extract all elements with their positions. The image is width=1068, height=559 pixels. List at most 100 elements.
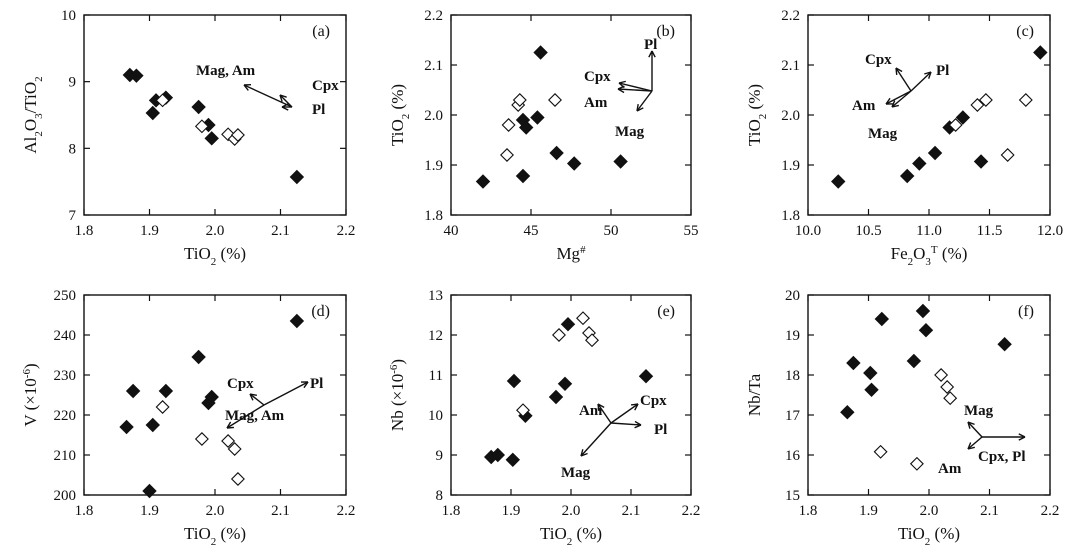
- vector-arrow-cpx-head: [895, 67, 903, 76]
- filled-diamond-point: [204, 131, 219, 146]
- x-axis-label-main: TiO: [898, 524, 925, 543]
- y-axis-label: V (×10-6): [21, 363, 40, 426]
- vector-label-pl: Pl: [644, 37, 657, 53]
- filled-diamond-point: [533, 45, 548, 60]
- filled-diamond-point: [846, 355, 861, 371]
- y-tick-label: 2.0: [424, 108, 443, 124]
- y-axis-label: TiO2 (%): [745, 84, 769, 146]
- y-axis-label-tail: (%): [388, 84, 407, 114]
- filled-diamond-point: [191, 99, 206, 115]
- x-tick-label: 11.5: [977, 223, 1003, 239]
- panel-label: (f): [1018, 303, 1034, 320]
- open-diamond-point: [909, 456, 924, 471]
- open-diamond-point: [576, 311, 590, 326]
- vector-arrow-pl-head: [300, 381, 309, 389]
- filled-diamond-point: [840, 404, 855, 420]
- y-axis-label: Nb (×10-6): [388, 359, 407, 431]
- x-tick-label: 45: [524, 223, 539, 239]
- panel-label: (c): [1016, 23, 1034, 40]
- open-diamond-point: [940, 380, 955, 394]
- vector-label-pl: Pl: [312, 102, 325, 118]
- y-tick-label: 2.0: [781, 108, 800, 124]
- panel-b: 40 45 50 55 1.8 1.9 2.0 2.1 2.2 Mg# TiO2 (%) (b)Pl C…: [388, 8, 699, 263]
- panel-label: (a): [312, 23, 330, 40]
- y-axis-label-tail: ): [21, 363, 40, 369]
- filled-diamond-point: [119, 419, 134, 435]
- panel-label: (e): [657, 303, 675, 320]
- vector-arrow-am-head: [967, 442, 975, 450]
- vector-label-mag: Mag: [868, 126, 898, 142]
- vector-label-mag: Mag: [561, 465, 591, 481]
- x-tick-label: 1.8: [75, 223, 94, 239]
- vector-arrow-am-head: [885, 97, 894, 105]
- x-axis-label: TiO2 (%): [184, 524, 246, 548]
- vector-arrow-pl-head: [648, 50, 656, 58]
- filled-diamond-point: [863, 365, 878, 381]
- vector-label-am: Am: [579, 403, 603, 419]
- vector-arrow-pl: [610, 422, 642, 426]
- y-axis-label-main: TiO: [388, 119, 407, 146]
- vector-arrow-cpx-head: [249, 393, 258, 401]
- filled-diamond-point: [145, 105, 160, 121]
- x-axis-label: TiO2 (%): [184, 244, 246, 268]
- x-axis-label-tail: (%): [216, 244, 246, 263]
- x-tick-label: 2.1: [271, 223, 290, 239]
- x-axis-label-mid: O: [913, 244, 925, 263]
- x-axis-label-main: TiO: [184, 524, 211, 543]
- y-tick-label: 8: [69, 141, 77, 157]
- open-diamond-point: [500, 148, 514, 162]
- filled-diamond-point: [955, 110, 971, 125]
- y-axis-label: Al2O3/TiO2: [21, 76, 45, 153]
- vector-arrow-cpx-head: [279, 94, 287, 102]
- y-axis-label-sub: 3: [33, 113, 45, 119]
- y-tick-label: 11: [429, 368, 443, 384]
- x-tick-label: 10.5: [855, 223, 881, 239]
- filled-diamond-point: [927, 145, 943, 161]
- filled-diamond-point: [1033, 45, 1048, 60]
- vector-arrow-mag-head: [580, 449, 588, 457]
- x-tick-label: 2.0: [206, 223, 225, 239]
- open-diamond-point: [194, 119, 209, 134]
- vector-arrow-mag-am: [226, 404, 265, 429]
- y-axis-label-sub: 2: [33, 76, 45, 82]
- x-tick-label: 1.9: [502, 503, 521, 519]
- filled-diamond-point: [557, 376, 573, 392]
- filled-diamond-point: [125, 383, 141, 399]
- x-axis-label-sub: 2: [211, 256, 217, 268]
- y-axis-label-mid: O: [21, 119, 40, 131]
- y-tick-label: 1.9: [781, 158, 800, 174]
- x-axis-label: TiO2 (%): [540, 524, 602, 548]
- x-tick-label: 50: [604, 223, 619, 239]
- x-tick-label: 2.2: [337, 223, 356, 239]
- y-tick-label: 2.1: [781, 58, 800, 74]
- y-tick-label: 210: [54, 448, 77, 464]
- vector-arrow-am: [885, 90, 912, 105]
- panel-label: (d): [311, 303, 330, 320]
- filled-diamond-point: [204, 389, 219, 405]
- y-tick-label: 18: [785, 368, 800, 384]
- filled-diamond-point: [864, 382, 879, 398]
- vector-label-pl: Pl: [310, 376, 323, 392]
- filled-diamond-point: [505, 452, 521, 468]
- panel-e: 1.8 1.9 2.0 2.1 2.2 8 9 10 11 12 13 TiO2 (%) Nb (×10…: [388, 288, 700, 548]
- y-axis-label: Nb/Ta: [745, 373, 764, 416]
- y-tick-label: 15: [785, 488, 800, 504]
- x-tick-label: 1.9: [140, 223, 159, 239]
- vector-arrow-mag-am-head: [243, 84, 252, 91]
- y-tick-label: 2.1: [424, 58, 443, 74]
- filled-diamond-point: [973, 154, 989, 169]
- vector-arrow-mag: [891, 90, 912, 108]
- x-tick-label: 2.2: [337, 503, 356, 519]
- filled-diamond-point: [566, 156, 582, 171]
- vector-arrow-cpx-pl-head: [1018, 433, 1026, 441]
- open-diamond-point: [512, 93, 527, 107]
- open-diamond-point: [970, 98, 985, 112]
- x-axis-label: Fe2O3T (%): [891, 244, 968, 268]
- y-tick-label: 7: [69, 208, 77, 224]
- filled-diamond-point: [289, 169, 305, 185]
- open-diamond-point: [227, 442, 242, 456]
- x-tick-label: 1.9: [859, 503, 878, 519]
- vector-arrow-pl-head: [924, 71, 932, 79]
- filled-diamond-point: [613, 154, 628, 169]
